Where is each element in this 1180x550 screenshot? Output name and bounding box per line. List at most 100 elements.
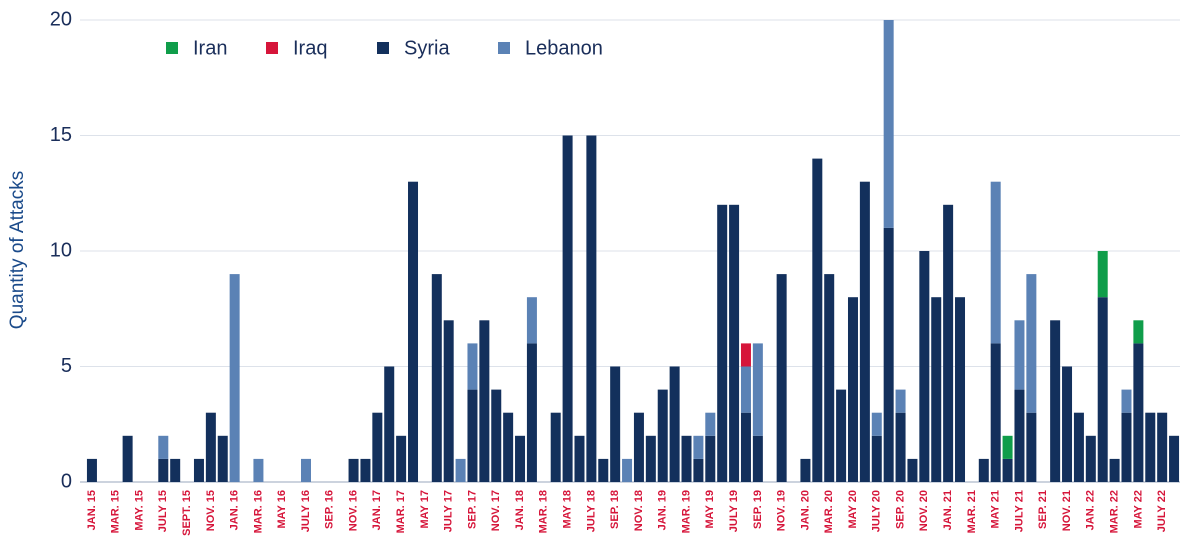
x-tick-label: MAY 20 [847, 490, 859, 529]
bar-segment [360, 458, 371, 482]
bar-segment [205, 412, 216, 482]
bar-segment [740, 412, 751, 482]
x-tick-label: JAN. 21 [942, 490, 954, 530]
bar-segment [883, 227, 894, 482]
legend-swatch [377, 42, 389, 54]
bar-segment [800, 458, 811, 482]
bar-segment [1085, 435, 1096, 482]
x-tick-label: SEP. 19 [752, 490, 764, 529]
x-tick-label: MAR. 21 [966, 490, 978, 533]
bar-segment [300, 458, 311, 482]
bar-segment [455, 458, 466, 482]
legend-label: Iraq [293, 37, 327, 59]
bar-segment [740, 343, 751, 367]
x-tick-label: JULY 15 [157, 490, 169, 532]
bar-segment [1073, 412, 1084, 482]
bar-segment [859, 181, 870, 482]
x-tick-label: JAN. 20 [799, 490, 811, 530]
bar-segment [752, 343, 763, 436]
bar-segment [193, 458, 204, 482]
bar-segment [467, 389, 478, 482]
bar-segment [1133, 320, 1144, 344]
bar-segment [1109, 458, 1120, 482]
bar-segment [610, 366, 621, 482]
x-tick-label: NOV. 21 [1061, 490, 1073, 531]
bar-segment [348, 458, 359, 482]
bar-segment [812, 158, 823, 482]
bar-segment [633, 412, 644, 482]
x-tick-label: NOV. 15 [205, 490, 217, 531]
x-tick-label: MAR. 19 [680, 490, 692, 533]
x-tick-label: JULY 20 [871, 490, 883, 532]
x-tick-label: MAR. 22 [1109, 490, 1121, 533]
x-tick-label: JULY 17 [443, 490, 455, 532]
bar-segment [657, 389, 668, 482]
bar-segment [669, 366, 680, 482]
bar-segment [943, 204, 954, 483]
bar-segment [990, 181, 1001, 344]
x-tick-label: JULY 18 [585, 490, 597, 532]
bar-segment [776, 274, 787, 482]
y-tick-label: 0 [61, 470, 72, 492]
bar-segment [883, 20, 894, 228]
bar-segment [158, 435, 169, 459]
x-tick-label: JULY 21 [1013, 490, 1025, 532]
x-tick-label: NOV. 16 [347, 490, 359, 531]
x-tick-label: MAR. 15 [110, 490, 122, 533]
x-tick-label: JULY 19 [728, 490, 740, 532]
bar-segment [1026, 412, 1037, 482]
x-tick-label: JAN. 17 [371, 490, 383, 530]
bar-segment [836, 389, 847, 482]
bar-segment [491, 389, 502, 482]
bar-segment [907, 458, 918, 482]
bar-segment [705, 435, 716, 482]
bar-segment [1014, 389, 1025, 482]
bar-segment [526, 297, 537, 344]
bar-segment [1157, 412, 1168, 482]
x-tick-label: JAN. 18 [514, 490, 526, 530]
legend-label: Syria [404, 37, 450, 59]
x-tick-label: JAN. 22 [1085, 490, 1097, 530]
bar-segment [170, 458, 181, 482]
x-tick-label: MAR. 18 [538, 490, 550, 533]
x-tick-label: MAY. 15 [133, 490, 145, 531]
legend-label: Lebanon [525, 37, 603, 59]
bar-segment [705, 412, 716, 436]
legend-label: Iran [193, 37, 227, 59]
bar-segment [1014, 320, 1025, 390]
bar-segment [526, 343, 537, 482]
bar-segment [1133, 343, 1144, 482]
bar-segment [253, 458, 264, 482]
bar-segment [467, 343, 478, 390]
bar-segment [562, 135, 573, 482]
bar-segment [217, 435, 228, 482]
bar-segment [431, 274, 442, 482]
bar-segment [847, 297, 858, 482]
bar-segment [1097, 297, 1108, 482]
bar-segment [729, 204, 740, 483]
x-tick-label: SEP. 20 [894, 490, 906, 529]
x-tick-label: MAY 17 [419, 490, 431, 529]
bar-segment [122, 435, 133, 482]
bar-segment [693, 435, 704, 459]
x-tick-label: MAY 16 [276, 490, 288, 529]
legend-swatch [166, 42, 178, 54]
bar-segment [396, 435, 407, 482]
bar-segment [1062, 366, 1073, 482]
y-axis-label: Quantity of Attacks [7, 171, 28, 329]
bar-segment [1002, 458, 1013, 482]
bar-segment [479, 320, 490, 482]
bar-segment [1121, 412, 1132, 482]
bar-segment [824, 274, 835, 482]
bar-segment [990, 343, 1001, 482]
bar-segment [978, 458, 989, 482]
bar-segment [871, 412, 882, 436]
bar-segment [574, 435, 585, 482]
x-tick-label: SEPT. 15 [181, 490, 193, 536]
x-tick-label: MAY 19 [704, 490, 716, 529]
bar-segment [515, 435, 526, 482]
legend-swatch [498, 42, 510, 54]
y-tick-label: 5 [61, 355, 72, 377]
bar-segment [895, 389, 906, 413]
